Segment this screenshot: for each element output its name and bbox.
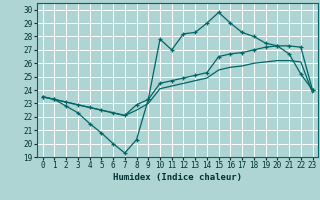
X-axis label: Humidex (Indice chaleur): Humidex (Indice chaleur) [113,173,242,182]
